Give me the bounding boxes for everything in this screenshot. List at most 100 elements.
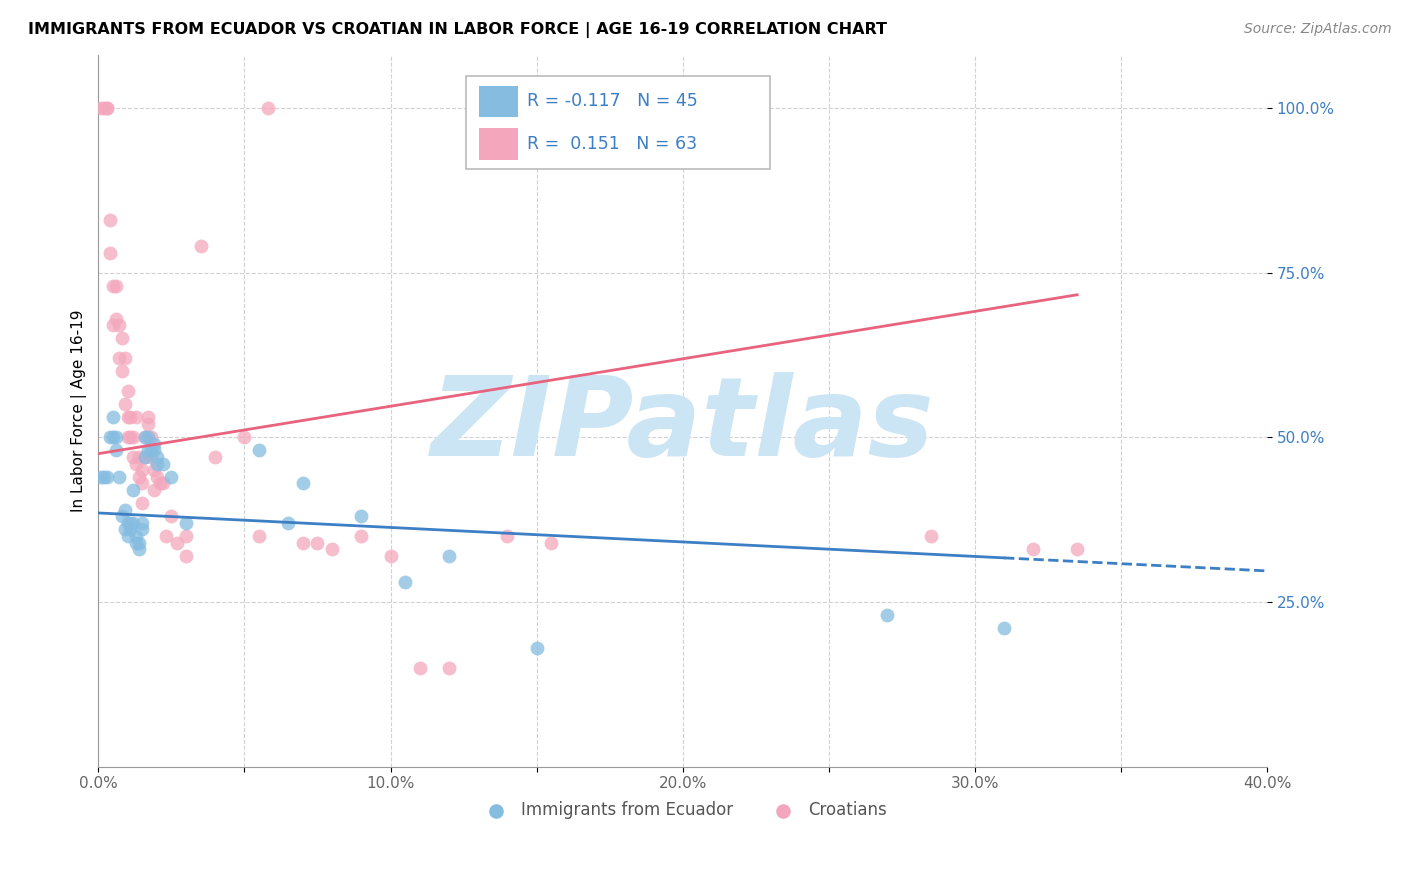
Point — [125, 535, 148, 549]
Text: ZIPatlas: ZIPatlas — [430, 372, 935, 479]
Point — [160, 509, 183, 524]
Point — [125, 457, 148, 471]
Point — [131, 476, 153, 491]
Point — [117, 529, 139, 543]
Point — [104, 278, 127, 293]
Point — [131, 523, 153, 537]
Point — [134, 450, 156, 464]
Point — [152, 457, 174, 471]
Point — [101, 318, 124, 333]
Point — [111, 509, 134, 524]
Point — [139, 430, 162, 444]
Point — [136, 410, 159, 425]
Point — [291, 476, 314, 491]
Point — [146, 450, 169, 464]
Point — [128, 469, 150, 483]
Point — [131, 496, 153, 510]
Point — [146, 469, 169, 483]
Point — [233, 430, 256, 444]
Point — [122, 430, 145, 444]
Point — [114, 523, 136, 537]
Point — [120, 523, 142, 537]
Point — [142, 483, 165, 497]
Point — [120, 430, 142, 444]
Point — [128, 450, 150, 464]
Point — [142, 443, 165, 458]
Point — [111, 364, 134, 378]
Point — [409, 661, 432, 675]
Point — [117, 516, 139, 530]
Text: IMMIGRANTS FROM ECUADOR VS CROATIAN IN LABOR FORCE | AGE 16-19 CORRELATION CHART: IMMIGRANTS FROM ECUADOR VS CROATIAN IN L… — [28, 22, 887, 38]
Point — [134, 430, 156, 444]
Point — [117, 384, 139, 398]
Point — [117, 430, 139, 444]
Point — [122, 450, 145, 464]
Y-axis label: In Labor Force | Age 16-19: In Labor Force | Age 16-19 — [72, 310, 87, 512]
Point — [139, 450, 162, 464]
Point — [152, 476, 174, 491]
Point — [394, 575, 416, 590]
Point — [122, 516, 145, 530]
Point — [139, 443, 162, 458]
Point — [101, 278, 124, 293]
Point — [101, 410, 124, 425]
Point — [204, 450, 226, 464]
Point — [993, 621, 1015, 635]
Point — [247, 529, 270, 543]
Point — [128, 535, 150, 549]
Point — [104, 443, 127, 458]
Point — [142, 437, 165, 451]
Point — [1022, 542, 1045, 557]
Point — [96, 469, 118, 483]
Point — [174, 529, 197, 543]
Point — [114, 397, 136, 411]
Point — [291, 535, 314, 549]
Point — [256, 101, 278, 115]
Point — [122, 483, 145, 497]
Point — [1066, 542, 1088, 557]
Point — [155, 529, 177, 543]
Point — [114, 351, 136, 366]
Point — [125, 410, 148, 425]
Point — [277, 516, 299, 530]
Point — [540, 535, 562, 549]
Point — [307, 535, 329, 549]
Point — [134, 430, 156, 444]
Point — [380, 549, 402, 563]
Point — [120, 516, 142, 530]
Point — [93, 101, 115, 115]
Point — [90, 469, 112, 483]
Point — [166, 535, 188, 549]
Point — [190, 239, 212, 253]
Point — [496, 529, 519, 543]
Point — [131, 516, 153, 530]
Point — [107, 469, 129, 483]
Point — [98, 245, 121, 260]
Point — [437, 661, 460, 675]
Legend: Immigrants from Ecuador, Croatians: Immigrants from Ecuador, Croatians — [472, 795, 893, 826]
Point — [146, 457, 169, 471]
Text: Source: ZipAtlas.com: Source: ZipAtlas.com — [1244, 22, 1392, 37]
Point — [160, 469, 183, 483]
Point — [136, 430, 159, 444]
Point — [96, 101, 118, 115]
Point — [107, 318, 129, 333]
Point — [321, 542, 343, 557]
Point — [134, 450, 156, 464]
Point — [876, 608, 898, 623]
Point — [174, 549, 197, 563]
Point — [125, 529, 148, 543]
Point — [920, 529, 942, 543]
Point — [247, 443, 270, 458]
Point — [104, 430, 127, 444]
Point — [104, 311, 127, 326]
Point — [437, 549, 460, 563]
Point — [174, 516, 197, 530]
Point — [142, 463, 165, 477]
Point — [114, 502, 136, 516]
Point — [136, 443, 159, 458]
Point — [128, 542, 150, 557]
Point — [136, 417, 159, 431]
Point — [350, 509, 373, 524]
Point — [98, 430, 121, 444]
